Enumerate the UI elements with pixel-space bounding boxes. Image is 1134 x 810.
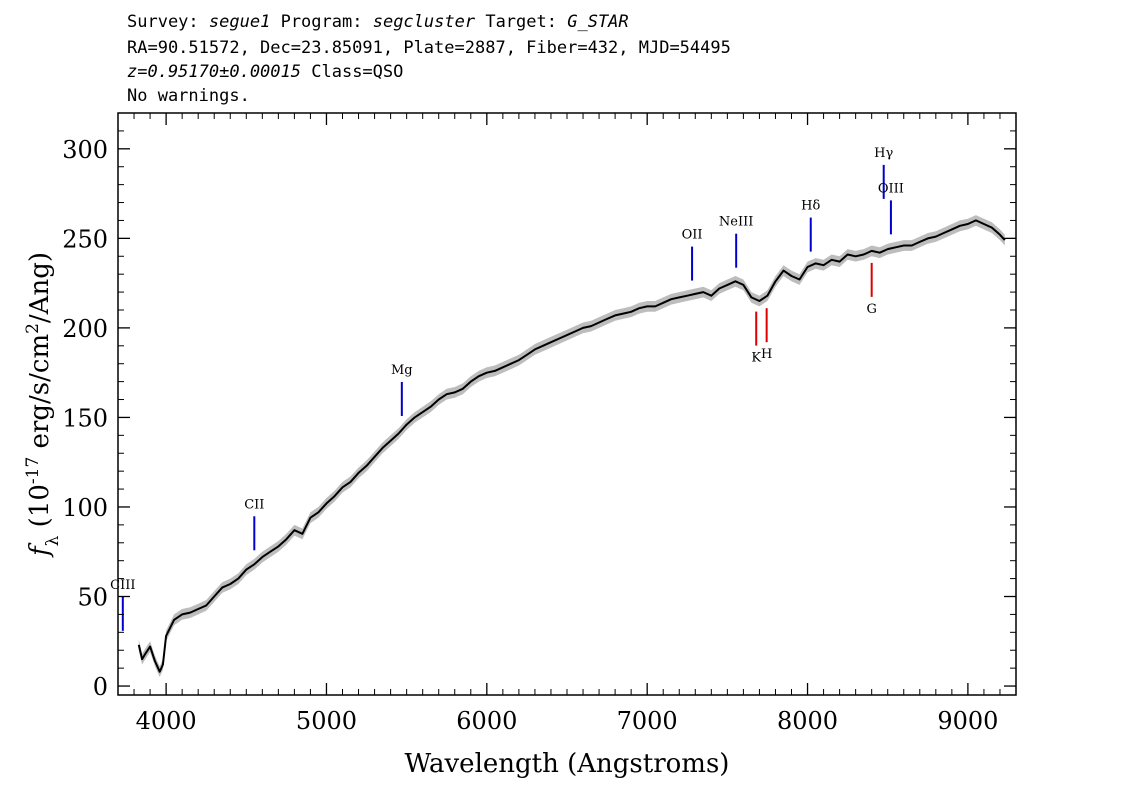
program-value: segcluster bbox=[372, 12, 476, 32]
line-marker-layer: CIII CII Mg OII NeIII Hδ Hγ OIII K H G bbox=[110, 146, 904, 631]
header-line-3: z=0.95170±0.00015 Class=QSO bbox=[127, 62, 403, 82]
line-marker-label: K bbox=[751, 351, 761, 366]
line-marker-label: Hδ bbox=[801, 199, 820, 214]
target-value: G_STAR bbox=[567, 12, 629, 32]
y-tick-label: 50 bbox=[77, 584, 108, 612]
y-tick-label: 0 bbox=[93, 673, 108, 701]
y-tick-label: 300 bbox=[62, 136, 108, 164]
y-tick-label: 150 bbox=[62, 404, 108, 432]
header-line-4: No warnings. bbox=[127, 86, 250, 106]
line-marker-label: CIII bbox=[110, 578, 135, 593]
line-marker-label: NeIII bbox=[719, 215, 753, 230]
redshift-text: z=0.95170±0.00015 bbox=[127, 62, 301, 82]
plot-frame bbox=[117, 112, 1017, 696]
line-marker-label: OIII bbox=[878, 181, 904, 196]
survey-label: Survey: bbox=[127, 12, 199, 32]
target-label: Target: bbox=[485, 12, 557, 32]
error-band bbox=[138, 215, 1005, 678]
spectrum-line bbox=[137, 219, 1006, 673]
error-band-layer bbox=[138, 215, 1005, 678]
x-axis-label: Wavelength (Angstroms) bbox=[405, 749, 730, 779]
x-tick-label: 9000 bbox=[937, 707, 998, 735]
x-tick-label: 8000 bbox=[777, 707, 838, 735]
line-marker-label: H bbox=[761, 347, 772, 362]
x-tick-label: 6000 bbox=[456, 707, 517, 735]
x-tick-label: 7000 bbox=[617, 707, 678, 735]
program-label: Program: bbox=[280, 12, 363, 32]
line-marker-label: CII bbox=[244, 497, 264, 512]
line-marker-label: Mg bbox=[391, 363, 413, 378]
x-tick-label: 4000 bbox=[136, 707, 197, 735]
survey-value: segue1 bbox=[208, 12, 271, 32]
header-line-1: Survey: segue1 Program: segcluster Targe… bbox=[127, 12, 629, 32]
y-tick-label: 200 bbox=[62, 315, 108, 343]
spectrum-series-layer bbox=[137, 219, 1006, 673]
class-text: Class=QSO bbox=[311, 62, 404, 82]
x-tick-label: 5000 bbox=[296, 707, 357, 735]
y-tick-label: 100 bbox=[62, 494, 108, 522]
line-marker-label: Hγ bbox=[874, 146, 893, 161]
line-marker-label: G bbox=[866, 302, 876, 317]
header-line-2: RA=90.51572, Dec=23.85091, Plate=2887, F… bbox=[127, 38, 731, 58]
line-marker-label: OII bbox=[682, 228, 703, 243]
tick-layer: 4000 5000 6000 7000 8000 9000 0 50 100 150 200 250 3… bbox=[62, 113, 1016, 735]
y-tick-label: 250 bbox=[62, 225, 108, 253]
y-axis-label: fλ (10-17 erg/s/cm2/Ang) bbox=[23, 252, 63, 558]
